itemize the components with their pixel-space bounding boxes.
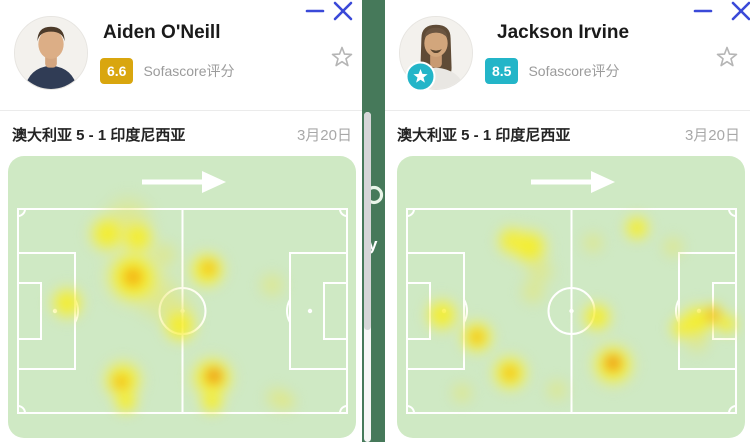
player-photo xyxy=(15,17,87,89)
attack-direction-arrow-icon xyxy=(138,168,228,196)
player-window-left: Aiden O'Neill 6.6 Sofascore评分 澳大利亚 5 - 1… xyxy=(0,0,362,442)
heat-blob xyxy=(158,304,202,348)
heat-blob xyxy=(275,390,299,414)
player-avatar xyxy=(399,16,473,90)
player-header: Aiden O'Neill 6.6 Sofascore评分 xyxy=(0,0,362,110)
player-name: Aiden O'Neill xyxy=(103,22,221,43)
heat-blob xyxy=(256,269,288,301)
heat-blob xyxy=(713,310,741,338)
heat-blob xyxy=(448,379,476,407)
player-avatar xyxy=(14,16,88,90)
avatar-star-badge xyxy=(405,61,436,92)
close-button[interactable] xyxy=(729,0,750,24)
heat-blob xyxy=(577,297,617,337)
match-row[interactable]: 澳大利亚 5 - 1 印度尼西亚 3月20日 xyxy=(0,110,362,157)
heat-blob xyxy=(197,256,221,280)
heat-blob xyxy=(620,211,654,245)
minimize-button[interactable] xyxy=(303,0,327,24)
minimize-icon xyxy=(305,9,325,13)
attack-direction-arrow-icon xyxy=(527,168,617,196)
heatmap-layer xyxy=(397,156,745,438)
heat-blob xyxy=(110,386,142,418)
heat-blob xyxy=(659,233,687,261)
background-page-strip: y xyxy=(362,0,385,442)
favorite-star-button[interactable] xyxy=(327,42,357,72)
player-header: Jackson Irvine 8.5 Sofascore评分 xyxy=(385,0,750,110)
heat-blob xyxy=(517,276,549,308)
close-icon xyxy=(333,1,353,21)
rating-row: 8.5 Sofascore评分 xyxy=(485,58,620,84)
rating-row: 6.6 Sofascore评分 xyxy=(100,58,235,84)
rating-badge: 8.5 xyxy=(485,58,519,84)
close-icon xyxy=(731,1,750,21)
heat-blob xyxy=(681,325,713,357)
heat-blob xyxy=(543,376,571,404)
heat-blob xyxy=(579,229,607,257)
background-text-fragment: y xyxy=(368,235,378,254)
match-title: 澳大利亚 5 - 1 印度尼西亚 xyxy=(12,127,186,144)
minimize-button[interactable] xyxy=(691,0,715,24)
heatmap-layer xyxy=(8,156,356,438)
scrollbar-thumb[interactable] xyxy=(364,112,371,330)
heat-blob xyxy=(465,325,489,349)
player-window-right: Jackson Irvine 8.5 Sofascore评分 澳大利亚 5 - … xyxy=(385,0,750,442)
pitch-lines xyxy=(397,156,745,438)
heat-blob xyxy=(114,258,152,296)
minimize-icon xyxy=(693,9,713,13)
heatmap-panel xyxy=(397,156,745,438)
player-name: Jackson Irvine xyxy=(497,22,630,43)
heat-blob xyxy=(45,281,89,325)
rating-badge: 6.6 xyxy=(100,58,134,84)
match-date: 3月20日 xyxy=(296,127,352,144)
star-outline-icon xyxy=(716,46,738,67)
match-row[interactable]: 澳大利亚 5 - 1 印度尼西亚 3月20日 xyxy=(385,110,750,157)
close-button[interactable] xyxy=(331,0,355,24)
favorite-star-button[interactable] xyxy=(712,42,742,72)
rating-label: Sofascore评分 xyxy=(143,63,235,79)
match-date: 3月20日 xyxy=(684,127,740,144)
heat-blob xyxy=(498,361,522,385)
rating-label: Sofascore评分 xyxy=(528,63,620,79)
heat-blob xyxy=(196,386,228,418)
heat-blob xyxy=(598,348,628,378)
match-title: 澳大利亚 5 - 1 印度尼西亚 xyxy=(397,127,571,144)
heatmap-panel xyxy=(8,156,356,438)
star-outline-icon xyxy=(331,46,353,67)
team-of-week-star-icon xyxy=(405,61,436,92)
